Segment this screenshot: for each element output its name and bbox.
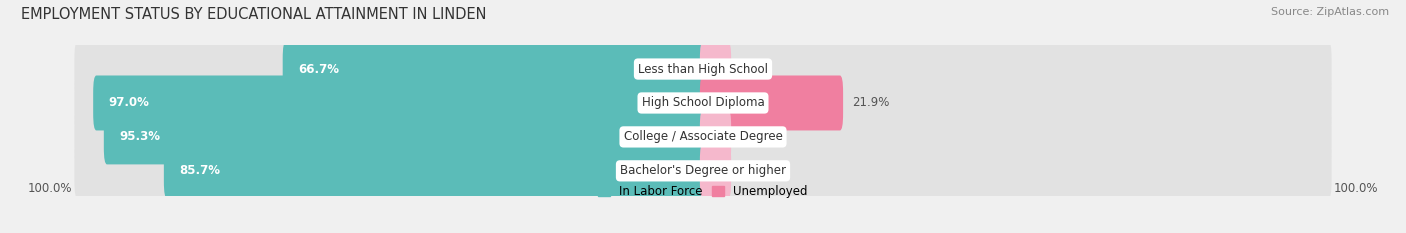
FancyBboxPatch shape: [93, 75, 706, 130]
FancyBboxPatch shape: [700, 41, 731, 96]
FancyBboxPatch shape: [165, 143, 706, 198]
Text: 0.0%: 0.0%: [741, 130, 770, 143]
FancyBboxPatch shape: [700, 75, 844, 130]
FancyBboxPatch shape: [75, 75, 1331, 130]
Legend: In Labor Force, Unemployed: In Labor Force, Unemployed: [598, 185, 808, 198]
Text: Source: ZipAtlas.com: Source: ZipAtlas.com: [1271, 7, 1389, 17]
Text: College / Associate Degree: College / Associate Degree: [624, 130, 782, 143]
FancyBboxPatch shape: [75, 143, 1331, 198]
Text: 0.0%: 0.0%: [741, 62, 770, 75]
Text: High School Diploma: High School Diploma: [641, 96, 765, 110]
Text: 100.0%: 100.0%: [1334, 182, 1378, 195]
Text: 100.0%: 100.0%: [28, 182, 72, 195]
Text: 95.3%: 95.3%: [120, 130, 160, 143]
FancyBboxPatch shape: [104, 110, 706, 164]
FancyBboxPatch shape: [283, 41, 706, 96]
FancyBboxPatch shape: [75, 41, 1331, 96]
Text: 0.0%: 0.0%: [741, 164, 770, 177]
Text: Bachelor's Degree or higher: Bachelor's Degree or higher: [620, 164, 786, 177]
Text: 97.0%: 97.0%: [108, 96, 149, 110]
Text: 21.9%: 21.9%: [852, 96, 890, 110]
Text: 85.7%: 85.7%: [180, 164, 221, 177]
FancyBboxPatch shape: [700, 143, 731, 198]
Text: EMPLOYMENT STATUS BY EDUCATIONAL ATTAINMENT IN LINDEN: EMPLOYMENT STATUS BY EDUCATIONAL ATTAINM…: [21, 7, 486, 22]
Text: 66.7%: 66.7%: [298, 62, 339, 75]
FancyBboxPatch shape: [700, 110, 731, 164]
Text: Less than High School: Less than High School: [638, 62, 768, 75]
FancyBboxPatch shape: [75, 110, 1331, 164]
